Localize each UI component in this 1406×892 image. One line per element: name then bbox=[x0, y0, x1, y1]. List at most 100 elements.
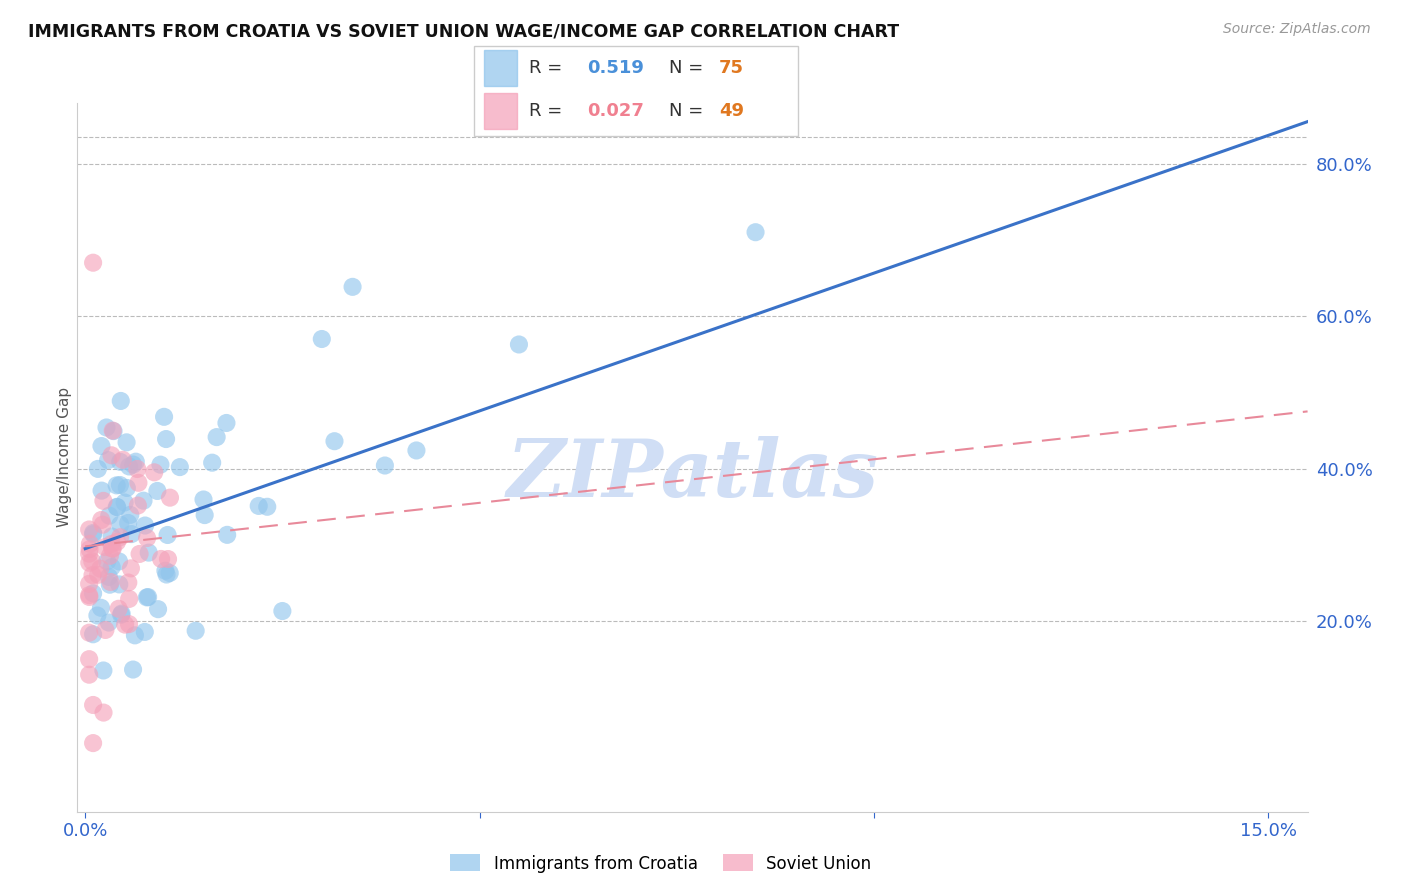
Point bbox=[98, 577, 121, 591]
Text: N =: N = bbox=[669, 59, 709, 77]
Point bbox=[256, 500, 278, 514]
Point bbox=[94, 540, 117, 554]
Text: ZIPatlas: ZIPatlas bbox=[506, 436, 879, 514]
Point bbox=[96, 554, 118, 568]
Point bbox=[82, 256, 104, 270]
Point bbox=[128, 547, 150, 561]
Point bbox=[105, 500, 128, 514]
Point bbox=[155, 564, 177, 578]
Point bbox=[97, 453, 120, 467]
Bar bbox=[484, 50, 517, 86]
Point bbox=[150, 552, 173, 566]
Point bbox=[342, 280, 364, 294]
Point bbox=[118, 591, 141, 606]
Point bbox=[90, 439, 112, 453]
Point bbox=[90, 513, 112, 527]
Point bbox=[217, 528, 239, 542]
Text: 49: 49 bbox=[718, 102, 744, 120]
Point bbox=[120, 508, 142, 522]
Point bbox=[82, 586, 104, 600]
Point bbox=[77, 652, 100, 666]
Point bbox=[94, 623, 117, 637]
Point bbox=[79, 590, 101, 604]
Point bbox=[79, 537, 101, 551]
Point bbox=[136, 531, 159, 545]
Point bbox=[122, 663, 145, 677]
Point bbox=[374, 458, 396, 473]
Point bbox=[91, 517, 114, 532]
Point bbox=[93, 494, 115, 508]
Point bbox=[110, 607, 132, 622]
Point bbox=[87, 462, 110, 476]
Point bbox=[97, 615, 120, 630]
Point bbox=[105, 534, 128, 549]
Point bbox=[156, 528, 179, 542]
Point bbox=[205, 430, 228, 444]
Point bbox=[118, 459, 141, 474]
Point bbox=[132, 493, 155, 508]
Text: R =: R = bbox=[529, 59, 568, 77]
Point bbox=[110, 517, 132, 532]
Point bbox=[146, 483, 169, 498]
Point bbox=[136, 590, 159, 604]
Point bbox=[271, 604, 294, 618]
Point bbox=[77, 667, 100, 681]
Point bbox=[247, 499, 270, 513]
Point bbox=[100, 529, 122, 543]
Point bbox=[744, 225, 766, 239]
Point bbox=[77, 577, 100, 591]
Point bbox=[82, 554, 104, 568]
Point bbox=[153, 409, 176, 424]
Point bbox=[124, 628, 146, 642]
Point bbox=[108, 554, 131, 568]
Point bbox=[86, 608, 108, 623]
Point bbox=[323, 434, 346, 449]
Point bbox=[105, 500, 128, 515]
Point bbox=[134, 624, 156, 639]
Point bbox=[105, 478, 128, 492]
Point bbox=[108, 577, 131, 591]
Point bbox=[90, 600, 112, 615]
Point bbox=[184, 624, 207, 638]
Text: 0.027: 0.027 bbox=[586, 102, 644, 120]
Point bbox=[82, 627, 104, 641]
Point bbox=[159, 566, 181, 580]
Text: R =: R = bbox=[529, 102, 568, 120]
Point bbox=[201, 456, 224, 470]
Point bbox=[108, 530, 131, 544]
Point bbox=[134, 518, 156, 533]
Point bbox=[100, 574, 122, 589]
Text: 75: 75 bbox=[718, 59, 744, 77]
Point bbox=[82, 568, 104, 582]
Text: 0.519: 0.519 bbox=[586, 59, 644, 77]
Point bbox=[101, 541, 124, 556]
Bar bbox=[484, 94, 517, 129]
Point bbox=[127, 499, 149, 513]
Point bbox=[155, 567, 177, 582]
Point bbox=[117, 516, 139, 530]
Point bbox=[111, 607, 134, 621]
Point bbox=[117, 575, 139, 590]
Point bbox=[93, 706, 115, 720]
FancyBboxPatch shape bbox=[474, 46, 799, 136]
Point bbox=[97, 570, 120, 584]
Point bbox=[82, 527, 104, 541]
Point bbox=[169, 460, 191, 475]
Point bbox=[193, 492, 215, 507]
Point bbox=[96, 420, 118, 434]
Point bbox=[215, 416, 238, 430]
Point bbox=[125, 455, 148, 469]
Text: N =: N = bbox=[669, 102, 709, 120]
Point bbox=[77, 547, 100, 561]
Point bbox=[82, 736, 104, 750]
Point bbox=[90, 483, 112, 498]
Point bbox=[122, 458, 145, 472]
Point bbox=[135, 591, 157, 605]
Point bbox=[100, 448, 122, 462]
Point bbox=[159, 491, 181, 505]
Point bbox=[115, 435, 138, 450]
Y-axis label: Wage/Income Gap: Wage/Income Gap bbox=[56, 387, 72, 527]
Point bbox=[100, 560, 122, 574]
Point bbox=[89, 562, 111, 576]
Point bbox=[114, 495, 136, 509]
